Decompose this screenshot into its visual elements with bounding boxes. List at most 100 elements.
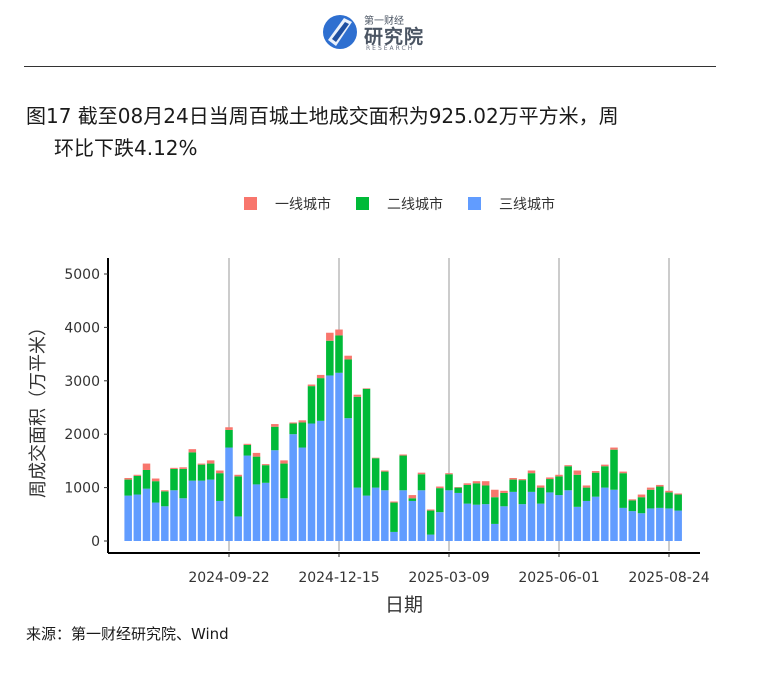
bar-tier3-45 <box>536 503 545 541</box>
bar-tier2-4 <box>161 491 169 507</box>
bar-tier3-51 <box>591 496 600 541</box>
bar-tier2-54 <box>619 473 627 508</box>
bar-tier1-17 <box>280 460 288 464</box>
bar-tier2-39 <box>481 485 490 505</box>
bar-tier3-53 <box>610 489 618 541</box>
bar-tier1-15 <box>261 464 270 466</box>
bar-tier2-12 <box>234 476 242 517</box>
bar-tier3-16 <box>271 450 279 541</box>
legend-label-tier2: 二线城市 <box>387 196 443 213</box>
bar-tier3-1 <box>133 494 142 541</box>
bar-tier3-57 <box>646 508 655 541</box>
bar-tier1-33 <box>426 509 435 511</box>
bar-tier2-42 <box>509 479 517 492</box>
bar-tier1-50 <box>582 485 591 488</box>
x-tick-label-3: 2025-06-01 <box>518 570 599 586</box>
bar-tier3-9 <box>206 479 215 541</box>
bar-tier1-4 <box>161 490 169 492</box>
x-tick-label-4: 2025-08-24 <box>628 570 709 586</box>
bar-tier1-55 <box>628 499 637 501</box>
bar-tier2-47 <box>555 476 563 496</box>
bar-tier2-52 <box>601 466 609 488</box>
bar-tier2-31 <box>408 498 417 501</box>
bar-tier1-51 <box>591 471 600 473</box>
bar-tier2-25 <box>353 396 362 488</box>
bar-tier3-56 <box>637 513 646 541</box>
bar-tier1-13 <box>243 443 252 445</box>
bar-tier2-58 <box>656 486 664 508</box>
bar-tier1-7 <box>188 449 197 453</box>
bar-tier2-3 <box>151 481 160 503</box>
bar-tier1-2 <box>142 463 151 470</box>
bar-tier2-40 <box>491 497 499 524</box>
x-tick-label-2: 2025-03-09 <box>408 570 489 586</box>
bar-tier3-23 <box>335 372 343 541</box>
bar-tier2-27 <box>371 458 380 488</box>
bar-tier2-0 <box>124 479 132 496</box>
bar-tier1-49 <box>573 470 582 475</box>
bar-tier1-40 <box>491 489 499 498</box>
bar-tier2-37 <box>463 484 472 504</box>
bar-tier3-49 <box>573 506 582 541</box>
bar-tier1-52 <box>601 464 609 467</box>
bar-tier1-26 <box>362 388 371 389</box>
bar-tier3-42 <box>509 491 517 541</box>
bar-tier2-50 <box>582 487 591 501</box>
bar-tier3-50 <box>582 500 591 541</box>
bar-tier1-31 <box>408 495 417 499</box>
bar-tier2-30 <box>399 455 407 491</box>
bar-tier2-51 <box>591 472 600 497</box>
bar-tier3-37 <box>463 503 472 541</box>
bar-tier3-6 <box>179 498 187 541</box>
bar-tier3-36 <box>454 492 462 541</box>
logo-text-small: 第一财经 <box>364 16 404 27</box>
bar-tier3-10 <box>216 500 224 541</box>
bar-tier1-14 <box>252 452 261 457</box>
bar-tier2-7 <box>188 452 197 481</box>
bar-tier1-6 <box>179 467 187 469</box>
bar-tier1-58 <box>656 484 664 487</box>
bar-tier2-53 <box>610 449 618 490</box>
bar-tier2-28 <box>381 471 389 491</box>
bar-tier2-32 <box>417 474 426 491</box>
bar-tier2-22 <box>326 340 334 376</box>
bar-tier2-18 <box>289 423 297 435</box>
bar-tier3-35 <box>445 490 453 541</box>
bar-tier3-21 <box>316 420 325 541</box>
bar-tier1-11 <box>225 427 233 430</box>
bar-tier3-12 <box>234 516 242 541</box>
bar-tier2-1 <box>133 475 142 495</box>
bar-tier2-24 <box>344 359 352 419</box>
bar-tier3-32 <box>417 490 426 541</box>
bar-tier2-55 <box>628 500 637 512</box>
bar-tier2-17 <box>280 463 288 499</box>
bar-tier3-52 <box>601 487 609 541</box>
caption-line-2: 环比下跌4.12% <box>54 136 198 160</box>
bar-tier1-9 <box>206 460 215 464</box>
bar-tier1-60 <box>674 493 682 495</box>
bar-tier1-28 <box>381 470 389 472</box>
bar-tier2-10 <box>216 473 224 501</box>
bar-tier2-5 <box>170 468 178 491</box>
bar-tier2-9 <box>206 463 215 480</box>
bar-tier1-47 <box>555 474 563 477</box>
bar-tier1-43 <box>518 479 527 481</box>
bar-tier3-44 <box>527 491 536 541</box>
bar-tier3-14 <box>252 484 261 541</box>
bar-tier3-5 <box>170 490 178 541</box>
bar-tier2-20 <box>307 386 316 424</box>
bar-tier3-39 <box>481 504 490 541</box>
bar-tier1-21 <box>316 374 325 379</box>
bar-tier3-17 <box>280 498 288 541</box>
y-tick-label-3000: 3000 <box>64 374 100 390</box>
bar-tier3-46 <box>546 492 554 541</box>
bar-tier3-2 <box>142 488 151 541</box>
y-tick-label-5000: 5000 <box>64 267 100 283</box>
bar-tier3-28 <box>381 490 389 541</box>
bar-tier3-58 <box>656 507 664 541</box>
bar-tier3-48 <box>564 490 572 541</box>
bar-tier1-34 <box>436 486 444 489</box>
bar-tier2-56 <box>637 497 646 514</box>
bar-tier3-60 <box>674 510 682 541</box>
